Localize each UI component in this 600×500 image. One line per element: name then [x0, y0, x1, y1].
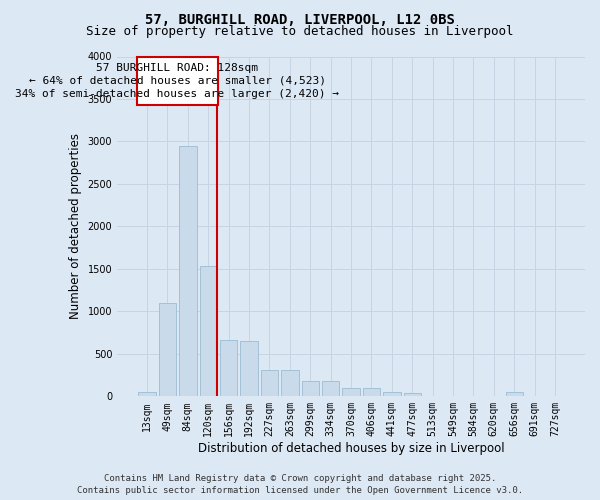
- Bar: [220, 340, 238, 396]
- Bar: [179, 146, 197, 396]
- Bar: [404, 394, 421, 396]
- X-axis label: Distribution of detached houses by size in Liverpool: Distribution of detached houses by size …: [198, 442, 505, 455]
- Bar: [506, 392, 523, 396]
- Bar: [302, 380, 319, 396]
- Bar: [322, 380, 340, 396]
- Y-axis label: Number of detached properties: Number of detached properties: [69, 134, 82, 320]
- Bar: [241, 341, 258, 396]
- Bar: [159, 303, 176, 396]
- Text: 57 BURGHILL ROAD: 128sqm
← 64% of detached houses are smaller (4,523)
34% of sem: 57 BURGHILL ROAD: 128sqm ← 64% of detach…: [16, 62, 340, 99]
- Bar: [281, 370, 299, 396]
- Bar: [343, 388, 360, 396]
- Text: 57, BURGHILL ROAD, LIVERPOOL, L12 0BS: 57, BURGHILL ROAD, LIVERPOOL, L12 0BS: [145, 12, 455, 26]
- Bar: [383, 392, 401, 396]
- Bar: [363, 388, 380, 396]
- Bar: [139, 392, 155, 396]
- Bar: [261, 370, 278, 396]
- Bar: [200, 266, 217, 396]
- Text: Contains HM Land Registry data © Crown copyright and database right 2025.
Contai: Contains HM Land Registry data © Crown c…: [77, 474, 523, 495]
- Text: Size of property relative to detached houses in Liverpool: Size of property relative to detached ho…: [86, 25, 514, 38]
- FancyBboxPatch shape: [137, 56, 218, 105]
